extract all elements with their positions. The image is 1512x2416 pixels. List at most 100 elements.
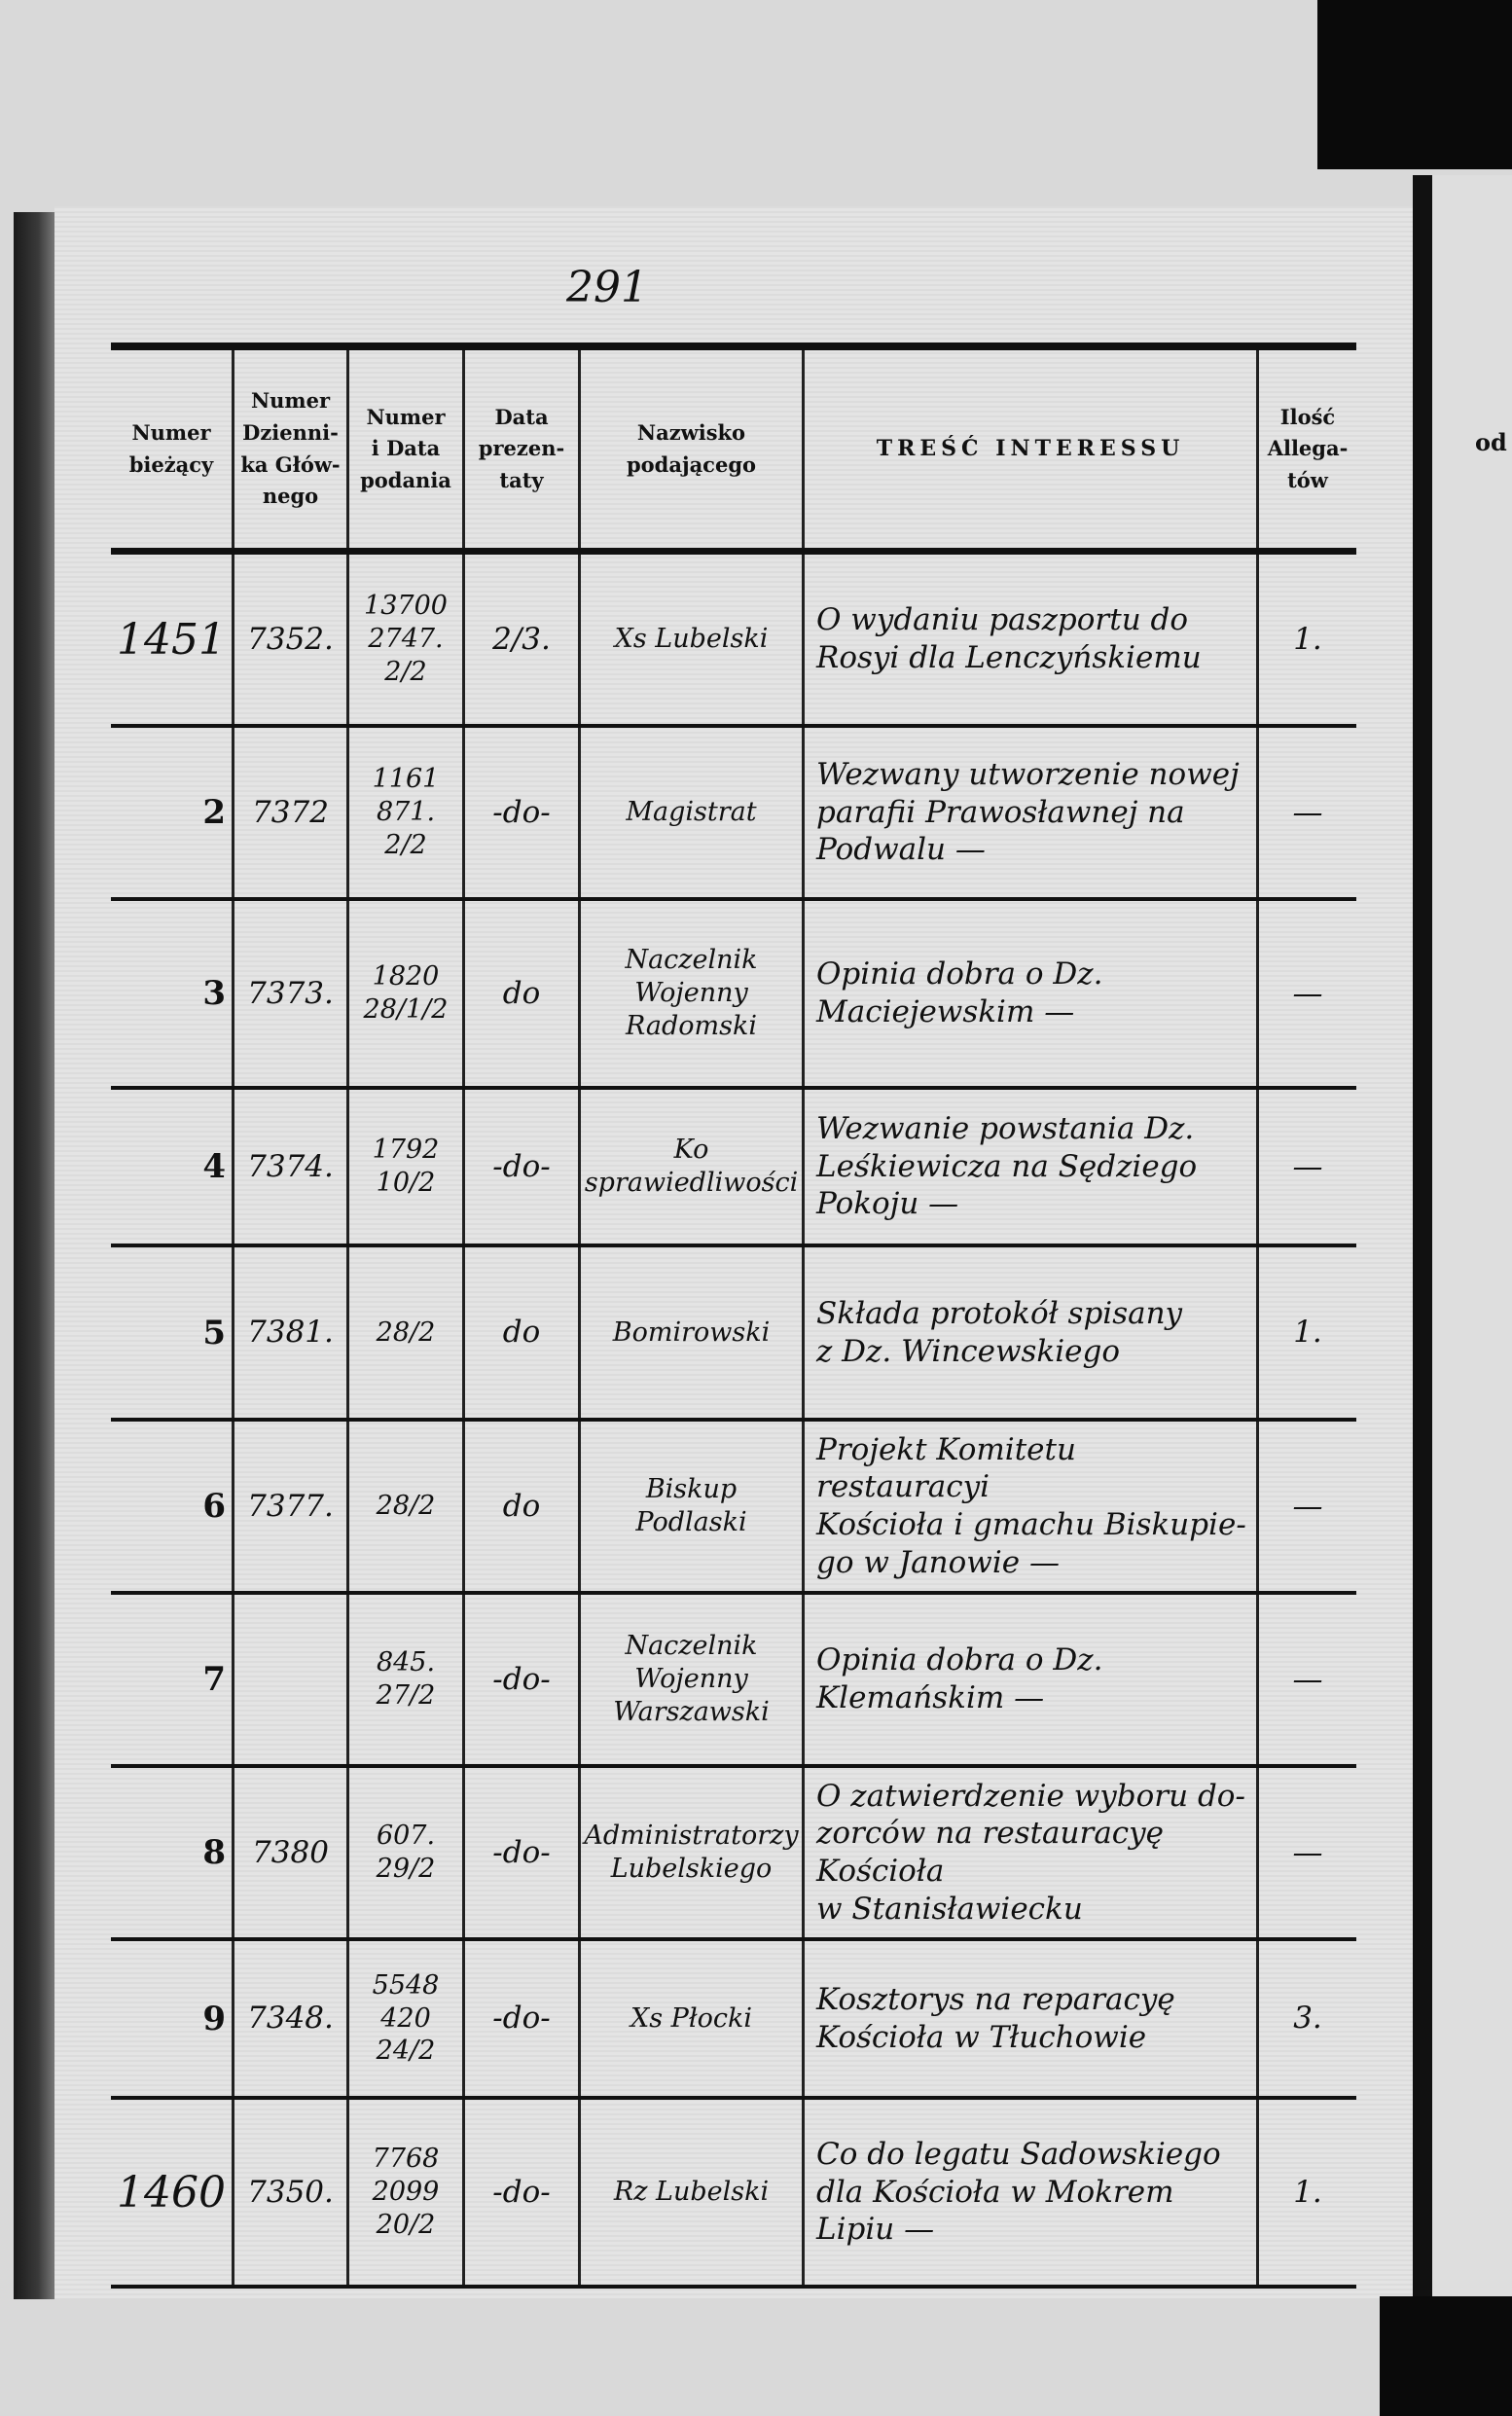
header-line: Data bbox=[494, 404, 549, 429]
cell-journal-number: 7348. bbox=[232, 1941, 346, 2096]
cell-entry-number: 7 bbox=[111, 1595, 232, 1764]
cell-presentation-date: -do- bbox=[462, 2100, 578, 2285]
ledger-page bbox=[54, 206, 1413, 2298]
cell-entry-number: 2 bbox=[111, 728, 232, 897]
submission-number-date-line: 24/2 bbox=[376, 2036, 436, 2067]
cell-journal-number: 7374. bbox=[232, 1090, 346, 1244]
cell-submitter-name: Naczelnik Wojenny Radomski bbox=[578, 901, 802, 1086]
submission-number-date-line: 2/2 bbox=[384, 656, 427, 687]
presentation-date-text: do bbox=[502, 1488, 541, 1524]
entry-number-text: 6 bbox=[202, 1487, 226, 1526]
submission-number-date-line: 29/2 bbox=[376, 1854, 436, 1884]
submission-number-date-line: 871. bbox=[376, 797, 436, 828]
cell-matter-content: Wezwany utworzenie nowej parafii Prawosła… bbox=[802, 728, 1256, 897]
cell-submitter-name: Xs Lubelski bbox=[578, 555, 802, 724]
header-data-prezentaty: Data prezen-taty bbox=[462, 350, 578, 548]
submitter-name-line: Magistrat bbox=[626, 797, 757, 828]
presentation-date-text: do bbox=[502, 1315, 541, 1351]
matter-content-line: go w Janowie — bbox=[816, 1544, 1060, 1580]
cell-entry-number: 8 bbox=[111, 1768, 232, 1937]
submitter-name-line: Radomski bbox=[625, 1010, 758, 1041]
cell-attachments-count: — bbox=[1256, 1595, 1356, 1764]
submission-number-date-line: 420 bbox=[380, 2002, 431, 2034]
header-line: ka Głów- bbox=[240, 451, 341, 477]
cell-attachments-count: 1. bbox=[1256, 555, 1356, 724]
header-line: podania bbox=[360, 467, 451, 492]
table-row: 6 7377. 28/2 do Biskup Podlaski Projekt Komite… bbox=[111, 1422, 1356, 1595]
table-row: 3 7373. 1820 28/1/2 do Naczelnik Wojenny Radom… bbox=[111, 901, 1356, 1090]
cell-submitter-name: Administratorzy Lubelskiego bbox=[578, 1768, 802, 1937]
entry-number-text: 4 bbox=[202, 1147, 226, 1186]
page-number: 291 bbox=[566, 263, 648, 312]
cell-journal-number: 7352. bbox=[232, 555, 346, 724]
cell-entry-number: 4 bbox=[111, 1090, 232, 1244]
matter-content-line: Wezwanie powstania Dz. bbox=[816, 1110, 1195, 1146]
journal-number-text: 7377. bbox=[247, 1488, 334, 1524]
header-ilosc-allegatow: Ilość Allega-tów bbox=[1256, 350, 1356, 548]
presentation-date-text: 2/3. bbox=[492, 621, 551, 657]
table-row: 2 7372 1161 871. 2/2 -do- Magistrat Wezwany utw… bbox=[111, 728, 1356, 901]
cell-submission-number-date: 28/2 bbox=[346, 1247, 462, 1418]
cell-matter-content: Kosztorys na reparacyę Kościoła w Tłuchow… bbox=[802, 1941, 1256, 2096]
presentation-date-text: -do- bbox=[492, 2174, 551, 2210]
header-numer-biezacy: Numer bieżący bbox=[111, 350, 232, 548]
header-nazwisko: Nazwisko podającego bbox=[578, 350, 802, 548]
cell-journal-number: 7373. bbox=[232, 901, 346, 1086]
cell-submitter-name: Magistrat bbox=[578, 728, 802, 897]
cell-journal-number: 7380 bbox=[232, 1768, 346, 1937]
matter-content-line: parafii Prawosławnej na bbox=[816, 794, 1185, 830]
header-line: i Data bbox=[371, 436, 441, 461]
attachments-count-text: 1. bbox=[1293, 1315, 1322, 1351]
header-line: podającego bbox=[626, 451, 757, 477]
attachments-count-text: — bbox=[1292, 1488, 1323, 1524]
journal-number-text: 7348. bbox=[247, 2001, 334, 2037]
entry-number-text: 7 bbox=[202, 1660, 226, 1699]
cell-submitter-name: Naczelnik Wojenny Warszawski bbox=[578, 1595, 802, 1764]
matter-content-line: Kosztorys na reparacyę bbox=[816, 1981, 1175, 2017]
adjacent-page bbox=[1432, 175, 1512, 2296]
matter-content-line: O wydaniu paszportu do bbox=[816, 602, 1189, 638]
matter-content-line: zorców na restauracyę Kościoła bbox=[816, 1816, 1165, 1889]
matter-content-line: Maciejewskim — bbox=[816, 994, 1075, 1029]
submitter-name-line: Rz Lubelski bbox=[613, 2177, 770, 2208]
table-row: 7 845. 27/2 -do- Naczelnik Wojenny Warszawski… bbox=[111, 1595, 1356, 1768]
submission-number-date-line: 2747. bbox=[368, 624, 444, 655]
cell-presentation-date: -do- bbox=[462, 728, 578, 897]
journal-number-text: 7380 bbox=[252, 1834, 329, 1870]
table-row: 1451 7352. 13700 2747. 2/2 2/3. Xs Lubelski O w… bbox=[111, 555, 1356, 728]
attachments-count-text: — bbox=[1292, 975, 1323, 1011]
matter-content-line: dla Kościoła w Mokrem bbox=[816, 2174, 1174, 2210]
submitter-name-line: Xs Lubelski bbox=[614, 624, 769, 655]
matter-content-line: z Dz. Wincewskiego bbox=[816, 1333, 1120, 1369]
cell-matter-content: Składa protokół spisany z Dz. Wincewskieg… bbox=[802, 1247, 1256, 1418]
adjacent-page-fragment: od bbox=[1475, 428, 1507, 456]
presentation-date-text: -do- bbox=[492, 2001, 551, 2037]
cell-attachments-count: 1. bbox=[1256, 1247, 1356, 1418]
attachments-count-text: 3. bbox=[1293, 2001, 1322, 2037]
attachments-count-text: — bbox=[1292, 1834, 1323, 1870]
cell-presentation-date: do bbox=[462, 1422, 578, 1591]
cell-entry-number: 6 bbox=[111, 1422, 232, 1591]
cell-attachments-count: 3. bbox=[1256, 1941, 1356, 2096]
submission-number-date-line: 5548 bbox=[372, 1969, 440, 2001]
cell-presentation-date: 2/3. bbox=[462, 555, 578, 724]
cell-submitter-name: Ko sprawiedliwości bbox=[578, 1090, 802, 1244]
cell-journal-number: 7377. bbox=[232, 1422, 346, 1591]
cell-submission-number-date: 1792 10/2 bbox=[346, 1090, 462, 1244]
matter-content-line: Opinia dobra o Dz. bbox=[816, 1642, 1103, 1678]
cell-journal-number: 7350. bbox=[232, 2100, 346, 2285]
journal-number-text: 7372 bbox=[252, 794, 329, 830]
cell-submission-number-date: 7768 2099 20/2 bbox=[346, 2100, 462, 2285]
header-line: Allega- bbox=[1267, 436, 1349, 461]
cell-submission-number-date: 28/2 bbox=[346, 1422, 462, 1591]
book-binding bbox=[14, 212, 54, 2299]
header-tresc: TREŚĆ INTERESSU bbox=[802, 350, 1256, 548]
presentation-date-text: -do- bbox=[492, 1834, 551, 1870]
matter-content-line: O zatwierdzenie wyboru do- bbox=[816, 1778, 1245, 1814]
header-line: Dzienni- bbox=[242, 419, 339, 445]
entry-number-text: 9 bbox=[202, 1999, 226, 2038]
journal-number-text: 7352. bbox=[247, 621, 334, 657]
matter-content-line: Leśkiewicza na Sędziego bbox=[816, 1148, 1198, 1184]
entry-number-text: 5 bbox=[202, 1313, 226, 1352]
cell-journal-number: 7381. bbox=[232, 1247, 346, 1418]
